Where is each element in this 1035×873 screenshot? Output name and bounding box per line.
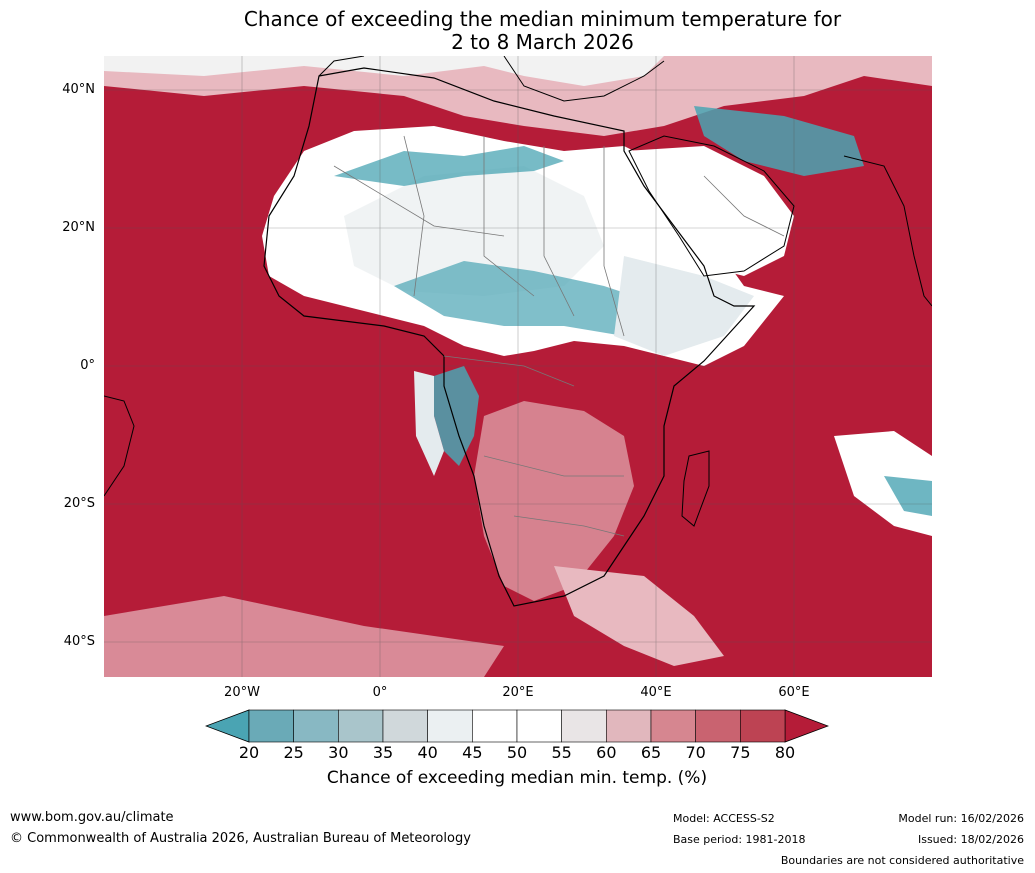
colorbar-segment: [695, 709, 741, 743]
lat-label-40s: 40°S: [63, 634, 95, 649]
colorbar-tick-label: 20: [238, 743, 260, 762]
madagascar-coastline: [681, 450, 710, 527]
colorbar-tick-label: 70: [685, 743, 706, 762]
title-line-2: 2 to 8 March 2026: [451, 30, 634, 54]
lon-label-20e: 20°E: [502, 685, 534, 700]
colorbar-segment: [427, 709, 473, 743]
footer-model-run: Model run: 16/02/2026: [898, 812, 1024, 825]
colorbar-tick-label: 65: [640, 743, 662, 762]
colorbar-tick-label: 40: [417, 743, 438, 762]
colorbar-segment: [561, 709, 607, 743]
south-indian-ocean-area: [554, 566, 724, 666]
colorbar-tick-label: 45: [462, 743, 483, 762]
lat-label-0: 0°: [80, 358, 95, 373]
footer-model: Model: ACCESS-S2: [673, 812, 775, 825]
footer-copyright: © Commonwealth of Australia 2026, Austra…: [10, 831, 471, 846]
title-line-1: Chance of exceeding the median minimum t…: [243, 7, 842, 31]
forecast-map: [104, 56, 932, 677]
lat-label-20n: 20°N: [62, 220, 95, 235]
north-africa-cool-band: [334, 146, 564, 186]
footer-base-period: Base period: 1981-2018: [673, 833, 806, 846]
colorbar-svg: [204, 709, 830, 743]
footer-issued: Issued: 18/02/2026: [917, 833, 1024, 846]
africa-coastline: [263, 67, 756, 607]
middle-east-cool-area: [694, 106, 864, 176]
arabia-coastline: [628, 135, 795, 277]
south-atlantic-area: [104, 596, 504, 677]
colorbar-segment: [516, 709, 562, 743]
colorbar-segment: [248, 709, 294, 743]
colorbar-segment: [382, 709, 428, 743]
colorbar-tick-label: 35: [372, 743, 394, 762]
colorbar-tick-label: 80: [774, 743, 796, 762]
graticule: [104, 56, 932, 677]
sahara-light-region: [344, 166, 604, 296]
arabia-region: [624, 146, 794, 276]
colorbar-label: Chance of exceeding median min. temp. (%…: [326, 768, 708, 788]
south-america-coastline: [104, 395, 135, 497]
southern-africa-region: [474, 401, 634, 601]
colorbar-segment: [650, 709, 696, 743]
lon-label-20w: 20°W: [224, 685, 260, 700]
colorbar-tick-label: 25: [283, 743, 304, 762]
colorbar-segment: [293, 709, 339, 743]
colorbar-segment: [606, 709, 652, 743]
colorbar-tick-label: 60: [596, 743, 617, 762]
lat-label-20s: 20°S: [63, 496, 95, 511]
horn-region: [614, 256, 754, 356]
colorbar-segment: [472, 709, 518, 743]
colorbar-tick-label: 55: [551, 743, 572, 762]
colorbar-under-arrow: [204, 709, 250, 743]
country-borders: [333, 135, 785, 537]
footer-disclaimer: Boundaries are not considered authoritat…: [780, 854, 1024, 867]
colorbar-segment: [740, 709, 786, 743]
colorbar-tick-label: 75: [730, 743, 751, 762]
footer-website: www.bom.gov.au/climate: [10, 810, 174, 825]
colorbar-segment: [338, 709, 384, 743]
colorbar-tick-label: 30: [328, 743, 349, 762]
europe-coastline: [318, 56, 665, 102]
angola-light-area: [414, 371, 444, 476]
lat-label-40n: 40°N: [62, 82, 95, 97]
colorbar-over-arrow: [784, 709, 830, 743]
lon-label-60e: 60°E: [778, 685, 810, 700]
lon-label-0: 0°: [372, 685, 388, 700]
indian-ocean-cool-area: [884, 476, 932, 516]
india-coastline: [843, 155, 932, 307]
map-title: Chance of exceeding the median minimum t…: [0, 8, 1035, 54]
colorbar-tick-label: 50: [506, 743, 528, 762]
lon-label-40e: 40°E: [640, 685, 672, 700]
map-canvas: [104, 56, 932, 677]
colorbar: [204, 709, 830, 747]
